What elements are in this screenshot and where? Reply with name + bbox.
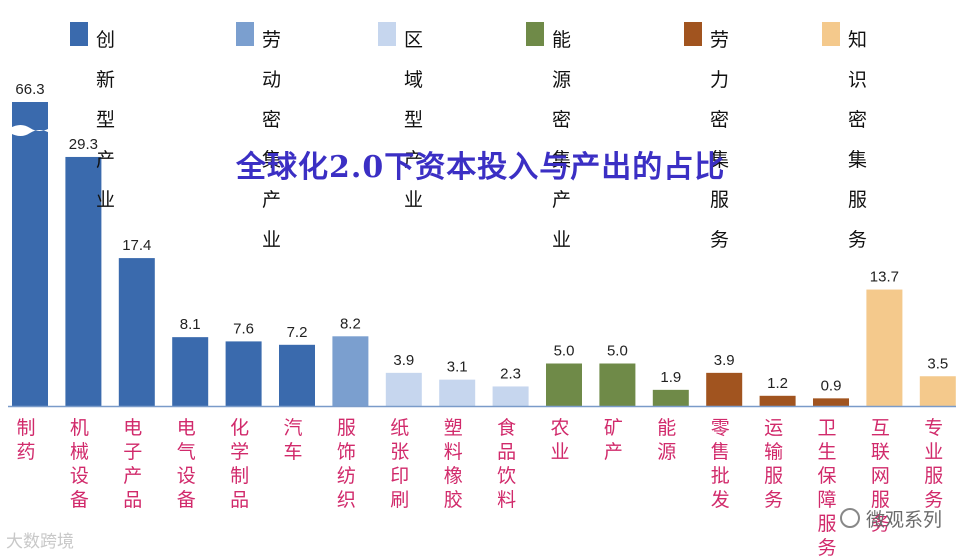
bar <box>225 341 262 406</box>
value-label: 13.7 <box>870 269 899 286</box>
bar <box>118 258 155 406</box>
category-label: 汽车 <box>283 417 302 463</box>
category-label: 制药 <box>16 417 35 463</box>
legend-swatch <box>684 22 702 46</box>
legend-swatch <box>70 22 88 46</box>
category-label: 电气设备 <box>177 417 196 511</box>
category-label: 零售批发 <box>711 417 730 511</box>
category-label: 食品饮料 <box>497 417 516 511</box>
bar <box>439 379 476 406</box>
value-label: 17.4 <box>122 237 151 254</box>
category-label: 互联网服务 <box>871 417 890 535</box>
legend-label: 创新型 产业 <box>96 29 116 211</box>
bar <box>332 336 369 406</box>
legend-label: 劳力密集 服务 <box>710 29 730 251</box>
value-label: 3.9 <box>393 352 414 369</box>
axis-break-mark <box>10 125 50 136</box>
category-label: 能源 <box>657 417 676 463</box>
category-label: 矿产 <box>604 417 623 463</box>
value-label: 1.9 <box>660 369 681 386</box>
bar <box>492 386 529 406</box>
value-label: 29.3 <box>69 136 98 153</box>
value-label: 7.2 <box>287 324 308 341</box>
category-label: 塑料橡胶 <box>444 417 463 511</box>
bar <box>599 363 636 406</box>
legend-label: 区域型 产业 <box>404 29 424 211</box>
legend-label: 能源密集 产业 <box>552 29 572 251</box>
legend-swatch <box>378 22 396 46</box>
value-label: 3.9 <box>714 352 735 369</box>
value-label: 8.1 <box>180 316 201 333</box>
category-label: 服饰纺织 <box>337 417 356 511</box>
value-label: 5.0 <box>554 343 575 360</box>
category-label: 机械设备 <box>70 417 89 511</box>
legend-swatch <box>822 22 840 46</box>
bar <box>546 363 582 406</box>
value-label: 3.1 <box>447 359 468 376</box>
bar <box>652 389 689 406</box>
bar <box>385 372 422 406</box>
bar <box>866 289 903 406</box>
bar <box>279 344 315 406</box>
value-label: 8.2 <box>340 315 361 332</box>
bar <box>919 376 956 406</box>
watermark-right-text: 微观系列 <box>865 509 942 531</box>
bar <box>759 395 796 406</box>
legend-label: 知识密集 服务 <box>848 29 868 251</box>
value-label: 7.6 <box>233 320 254 337</box>
category-label: 农业 <box>550 417 569 463</box>
bar <box>813 398 849 406</box>
bar <box>65 156 102 406</box>
category-label: 纸张印刷 <box>390 417 409 511</box>
legend-swatch <box>526 22 544 46</box>
legend-swatch <box>236 22 254 46</box>
value-label: 2.3 <box>500 365 521 382</box>
bar <box>706 372 743 406</box>
category-label: 专业服务 <box>924 417 943 511</box>
value-label: 3.5 <box>927 355 948 372</box>
bar <box>172 337 209 406</box>
category-label: 运输服务 <box>764 417 783 511</box>
legend-label: 劳动密集 产业 <box>262 29 282 251</box>
wechat-icon <box>839 508 860 528</box>
watermark-left: 大数跨境 <box>6 532 74 552</box>
value-label: 5.0 <box>607 343 628 360</box>
chart-legend: 创新型 产业 劳动密集 产业 区域型 产业 能源密集 产业 劳力密集 服务 知识密集 服务 <box>0 12 956 251</box>
category-label: 电子产品 <box>123 417 142 511</box>
chart-title: 全球化2.0下资本投入与产出的占比 <box>236 150 726 185</box>
category-label: 卫生保障服务 <box>817 417 836 556</box>
bar <box>12 102 48 406</box>
value-label: 1.2 <box>767 375 788 392</box>
value-label: 66.3 <box>15 81 44 98</box>
value-label: 0.9 <box>821 377 842 394</box>
watermark-right: 微观系列 <box>839 505 942 532</box>
category-label: 化学制品 <box>230 417 249 511</box>
